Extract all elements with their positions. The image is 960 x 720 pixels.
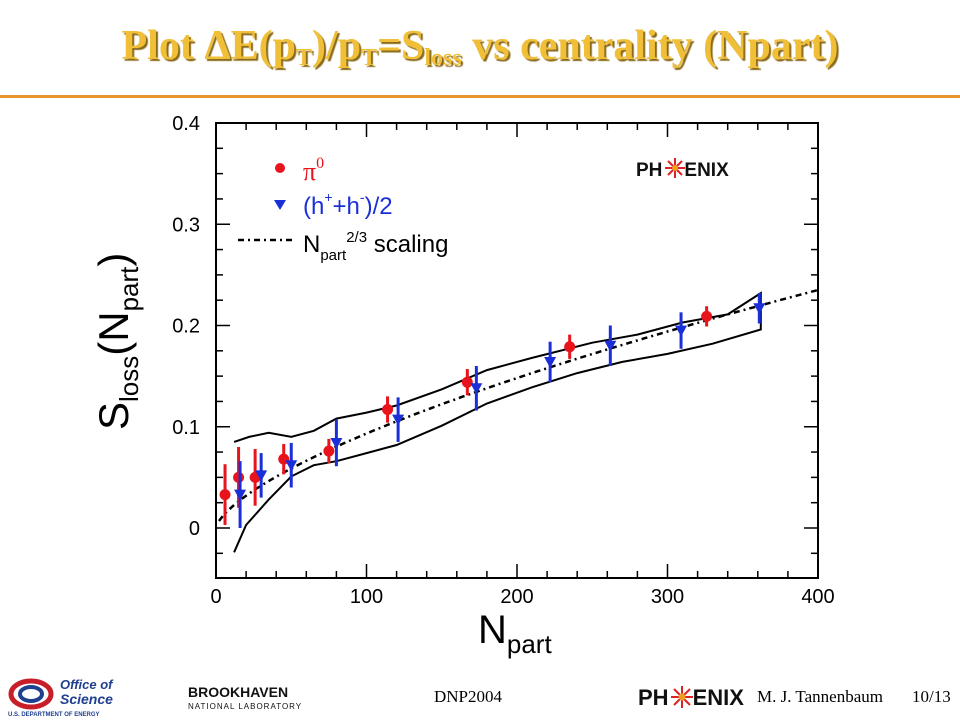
legend-marker-hadron [274, 200, 286, 210]
brookhaven-logo: BROOKHAVEN NATIONAL LABORATORY [188, 684, 302, 711]
data-point [323, 445, 335, 457]
y-tick-label: 0 [189, 518, 200, 540]
title-part: )/p [312, 23, 362, 69]
phenix-star-icon [665, 158, 685, 178]
y-tick-labels: 0 0.1 0.2 0.3 0.4 [172, 113, 200, 540]
data-point [675, 325, 688, 337]
data-point [233, 471, 245, 483]
y-tick-label: 0.1 [172, 417, 200, 439]
title-subscript: T [296, 45, 313, 71]
data-point [701, 310, 713, 322]
data-point [470, 383, 483, 395]
series-pi0 [219, 306, 713, 525]
svg-text:BROOKHAVEN: BROOKHAVEN [188, 684, 288, 700]
phenix-logo: PH ENIX [636, 158, 729, 181]
series-hadron [234, 293, 766, 528]
x-axis-label: Npart [478, 608, 552, 659]
plot-frame [215, 122, 819, 579]
y-tick-label: 0.2 [172, 316, 200, 338]
title-part: Plot ΔE(p [121, 23, 297, 69]
data-point [753, 303, 766, 315]
chart: 0 100 200 300 400 0 0.1 0.2 0.3 0.4 π0 (h++h-)/2… [90, 113, 835, 659]
svg-text:Office of: Office of [60, 677, 114, 692]
data-point [564, 341, 576, 353]
axis-ticks [215, 122, 819, 578]
legend: π0 (h++h-)/2 Npart2/3 scaling [238, 155, 448, 264]
data-point [330, 437, 343, 449]
footer-author: M. J. Tannenbaum [757, 687, 883, 706]
title-subscript: loss [424, 45, 462, 71]
phenix-star-icon [671, 686, 693, 708]
doe-swirl-icon [8, 678, 54, 710]
title-divider [0, 95, 960, 98]
data-point [544, 356, 557, 368]
legend-label-pi0: π0 [303, 155, 324, 186]
x-tick-label: 200 [500, 586, 533, 608]
data-point [392, 414, 405, 426]
x-tick-label: 400 [801, 586, 834, 608]
svg-text:Science: Science [60, 691, 113, 707]
npart-scaling-curve [218, 288, 819, 522]
data-point [285, 460, 298, 472]
data-point [604, 340, 617, 352]
data-point [382, 404, 394, 416]
x-tick-label: 0 [210, 586, 221, 608]
x-tick-label: 300 [651, 586, 684, 608]
x-tick-labels: 0 100 200 300 400 [210, 586, 834, 608]
footer-conference: DNP2004 [434, 687, 503, 706]
svg-text:U.S. DEPARTMENT OF ENERGY: U.S. DEPARTMENT OF ENERGY [8, 712, 100, 718]
y-tick-label: 0.4 [172, 113, 200, 135]
data-point [219, 489, 231, 501]
doe-office-of-science-logo: Office of Science U.S. DEPARTMENT OF ENE… [8, 677, 114, 718]
phenix-footer-logo: PH ENIX [638, 685, 744, 710]
legend-marker-pi0 [275, 163, 285, 173]
title-part: =S [377, 23, 425, 69]
data-point [461, 376, 473, 388]
data-points [219, 293, 766, 528]
x-tick-label: 100 [350, 586, 383, 608]
data-point [234, 489, 247, 501]
data-point [255, 470, 268, 482]
y-axis-label: Sloss(Npart) [90, 253, 144, 430]
title-subscript: T [361, 45, 378, 71]
slide-title: Plot ΔE(pT)/pT=Sloss vs centrality (Npar… [0, 22, 960, 72]
legend-label-scaling: Npart2/3 scaling [303, 229, 448, 264]
title-part: vs centrality (Npart) [461, 23, 839, 69]
legend-label-hadron: (h++h-)/2 [303, 189, 393, 220]
y-tick-label: 0.3 [172, 214, 200, 236]
svg-text:NATIONAL LABORATORY: NATIONAL LABORATORY [188, 702, 302, 711]
footer-page-number: 10/13 [912, 687, 951, 706]
